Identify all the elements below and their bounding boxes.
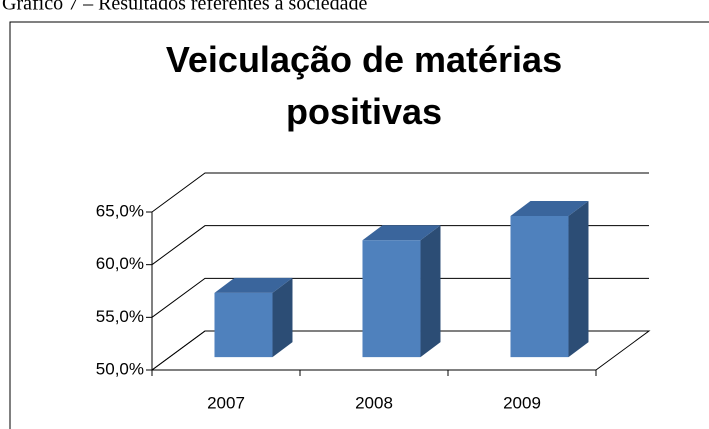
bar-top bbox=[510, 200, 589, 216]
y-tick-label: 50,0% bbox=[96, 359, 144, 378]
y-tick-label: 65,0% bbox=[96, 201, 144, 220]
bar bbox=[214, 277, 293, 358]
chart-frame bbox=[9, 21, 709, 429]
y-tick-label: 55,0% bbox=[96, 307, 144, 326]
bar-side bbox=[420, 225, 441, 358]
bar-front bbox=[510, 215, 569, 358]
bar-side bbox=[568, 200, 589, 358]
bar-side bbox=[272, 277, 293, 358]
grid-line bbox=[151, 225, 649, 266]
bar-top bbox=[362, 225, 441, 241]
chart-title: Veiculação de matérias positivas bbox=[166, 39, 562, 132]
x-tick-label: 2009 bbox=[503, 393, 541, 412]
bar-front bbox=[362, 240, 421, 358]
caption: Gráfico 7 – Resultados referentes à soci… bbox=[2, 0, 368, 15]
grid-line bbox=[151, 172, 649, 213]
bar bbox=[510, 200, 589, 358]
bar-front bbox=[214, 292, 273, 358]
grid-line bbox=[151, 330, 649, 371]
y-tick-label: 60,0% bbox=[96, 254, 144, 273]
x-tick-label: 2008 bbox=[355, 393, 393, 412]
bar bbox=[362, 225, 441, 358]
grid-line bbox=[151, 277, 649, 318]
bar-top bbox=[214, 277, 293, 293]
x-tick-label: 2007 bbox=[207, 393, 245, 412]
